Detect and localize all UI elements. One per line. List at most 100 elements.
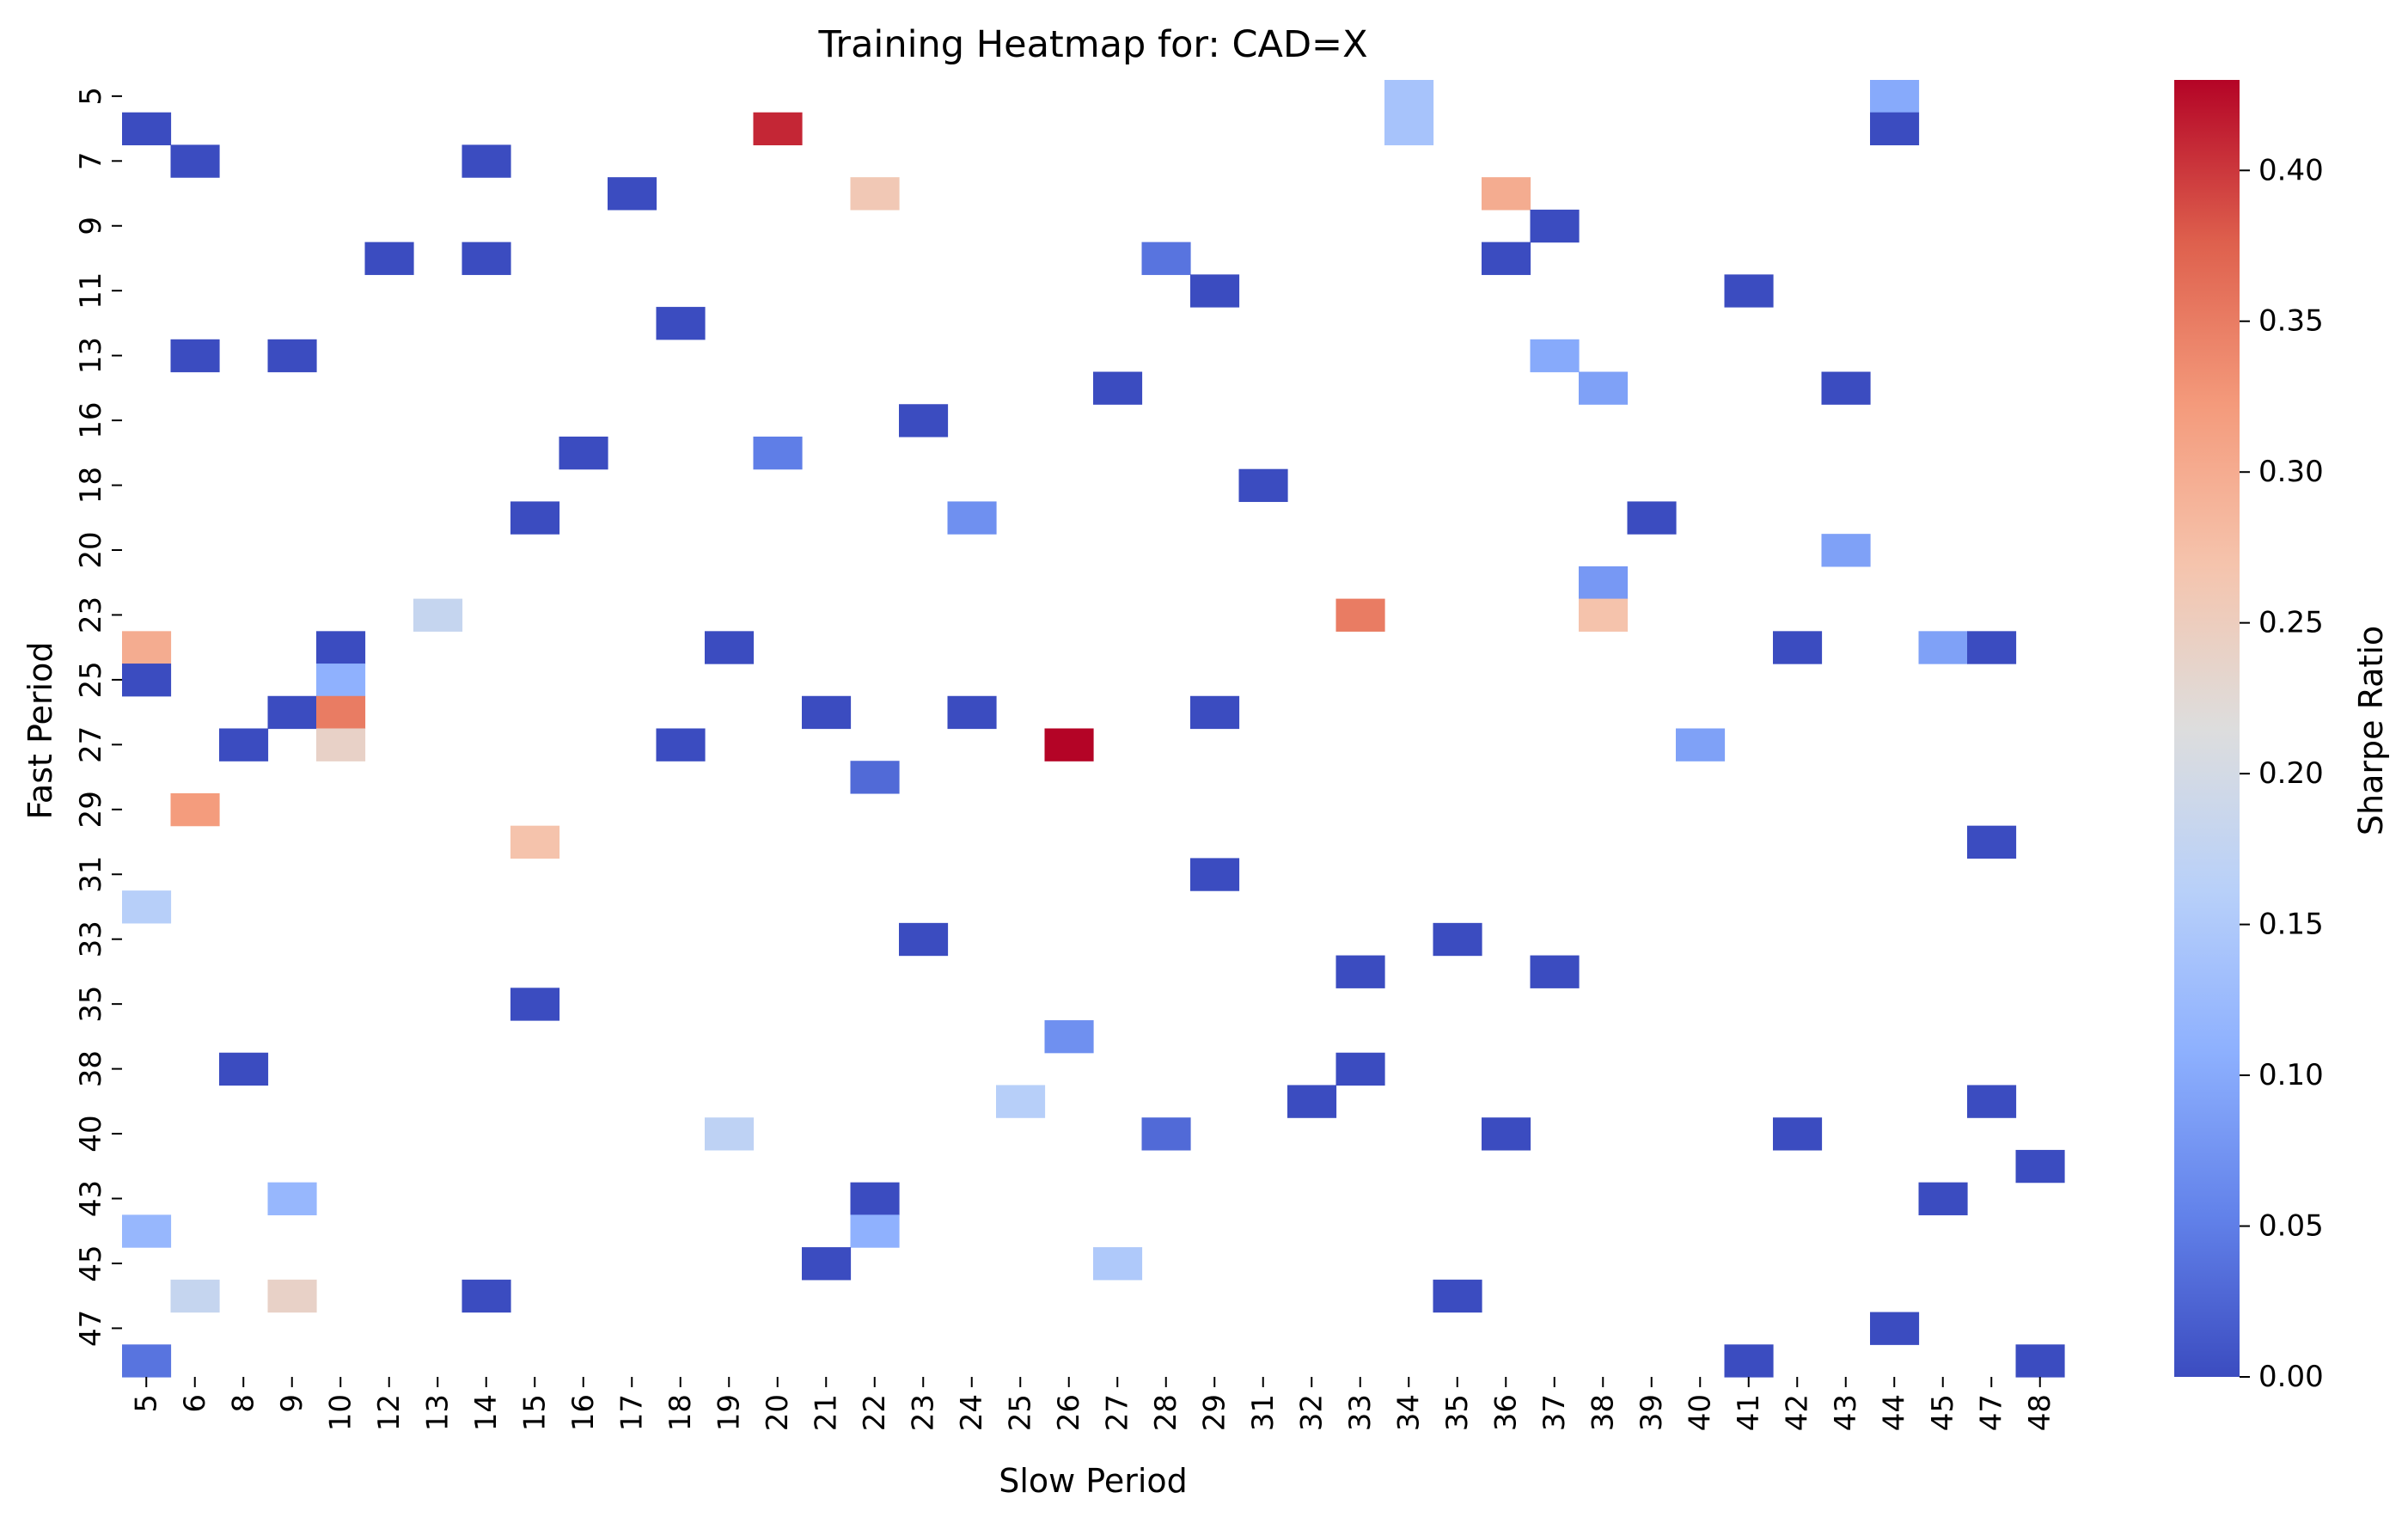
x-tick-label: 21 (809, 1394, 843, 1431)
x-tick-label: 43 (1829, 1394, 1863, 1431)
heatmap-cell (1433, 922, 1482, 957)
x-tick-label: 20 (761, 1394, 795, 1431)
y-tick-label: 20 (74, 531, 108, 568)
x-tick-label: 24 (955, 1394, 989, 1431)
y-tick-label: 9 (74, 217, 108, 235)
heatmap-cell (2015, 1344, 2065, 1378)
heatmap-cell (1724, 1344, 1774, 1378)
colorbar-tick-label: 0.05 (2258, 1209, 2324, 1244)
y-tick-label: 16 (74, 401, 108, 438)
x-tick-label: 9 (275, 1394, 309, 1413)
heatmap-cell (1433, 1279, 1482, 1313)
heatmap-cell (850, 177, 900, 211)
heatmap-cell (122, 890, 172, 924)
heatmap-cell (170, 1279, 220, 1313)
heatmap-cell (510, 825, 560, 859)
colorbar-tick-label: 0.35 (2258, 304, 2324, 339)
colorbar-tick-label: 0.00 (2258, 1360, 2324, 1394)
heatmap-cell (802, 1247, 852, 1281)
heatmap-cell (656, 307, 706, 340)
heatmap-cell (1482, 242, 1531, 275)
x-tick-label: 33 (1343, 1394, 1378, 1431)
y-tick-label: 13 (74, 337, 108, 374)
y-tick-label: 45 (74, 1245, 108, 1281)
y-tick-label: 25 (74, 661, 108, 698)
y-tick-label: 38 (74, 1050, 108, 1087)
x-tick-label: 48 (2023, 1394, 2057, 1431)
heatmap-cell (1870, 1312, 1920, 1345)
heatmap-cell (1044, 1020, 1094, 1054)
heatmap-cell (1579, 371, 1629, 405)
x-tick-label: 5 (129, 1394, 163, 1413)
x-tick-label: 36 (1488, 1394, 1523, 1431)
heatmap-cell (316, 728, 366, 762)
heatmap-cell (608, 177, 657, 211)
x-tick-label: 28 (1149, 1394, 1183, 1431)
y-tick-label: 47 (74, 1310, 108, 1347)
x-tick-label: 35 (1440, 1394, 1475, 1431)
heatmap-cell (122, 1344, 172, 1378)
heatmap-cell (1579, 566, 1629, 600)
y-tick-label: 11 (74, 272, 108, 309)
heatmap-cell (267, 1182, 317, 1215)
x-tick-label: 34 (1391, 1394, 1426, 1431)
heatmap-cell (1579, 598, 1629, 632)
heatmap-cell (1044, 728, 1094, 762)
heatmap-cell (850, 761, 900, 794)
y-tick-label: 23 (74, 596, 108, 633)
colorbar-tick-label: 0.10 (2258, 1058, 2324, 1092)
heatmap-cell (1141, 1117, 1191, 1151)
x-tick-label: 8 (226, 1394, 260, 1413)
x-tick-label: 19 (712, 1394, 746, 1431)
heatmap-cell (899, 404, 949, 437)
heatmap-cell (1190, 274, 1240, 308)
x-tick-label: 14 (469, 1394, 504, 1431)
heatmap-cell (1093, 371, 1143, 405)
heatmap-cell (267, 695, 317, 730)
x-tick-label: 41 (1732, 1394, 1766, 1431)
x-tick-label: 25 (1003, 1394, 1037, 1431)
heatmap-cell (1627, 501, 1677, 535)
heatmap-cell (1530, 339, 1580, 373)
x-tick-label: 6 (178, 1394, 212, 1413)
x-tick-label: 40 (1683, 1394, 1717, 1431)
heatmap-cell (1676, 728, 1726, 762)
heatmap-cell (170, 339, 220, 373)
heatmap-cell (1773, 1117, 1823, 1151)
heatmap-cells (122, 80, 2065, 1378)
heatmap-cell (413, 598, 463, 632)
heatmap-cell (316, 664, 366, 697)
x-tick-label: 18 (663, 1394, 698, 1431)
heatmap-cell (1967, 631, 2017, 664)
heatmap-cell (1482, 1117, 1531, 1151)
heatmap-cell (1335, 598, 1385, 632)
heatmap-cell (1482, 177, 1531, 211)
heatmap-cell (316, 631, 366, 664)
y-axis: 5 7 9 11 13 16 18 20 23 25 27 29 31 33 35 38 40 43 45 47 (74, 87, 122, 1347)
heatmap-cell (1967, 1085, 2017, 1118)
y-tick-label: 31 (74, 856, 108, 893)
x-tick-label: 44 (1877, 1394, 1911, 1431)
heatmap-cell (461, 1279, 511, 1313)
heatmap-cell (1773, 631, 1823, 664)
y-tick-label: 18 (74, 467, 108, 504)
heatmap-cell (1918, 631, 1968, 664)
x-tick-label: 39 (1635, 1394, 1669, 1431)
heatmap-cell (1967, 825, 2017, 859)
x-tick-label: 42 (1780, 1394, 1814, 1431)
x-tick-label: 47 (1974, 1394, 2008, 1431)
heatmap-cell (510, 988, 560, 1021)
x-tick-label: 17 (614, 1394, 649, 1431)
heatmap-cell (219, 1052, 269, 1086)
heatmap-cell (899, 922, 949, 957)
colorbar-tick-label: 0.15 (2258, 908, 2324, 942)
heatmap-cell (510, 501, 560, 535)
y-tick-label: 40 (74, 1115, 108, 1152)
heatmap-cell (267, 1279, 317, 1313)
x-tick-label: 38 (1586, 1394, 1620, 1431)
heatmap-cell (122, 631, 172, 664)
heatmap-cell (1821, 534, 1871, 567)
heatmap-cell (705, 631, 755, 664)
heatmap-cell (267, 339, 317, 373)
